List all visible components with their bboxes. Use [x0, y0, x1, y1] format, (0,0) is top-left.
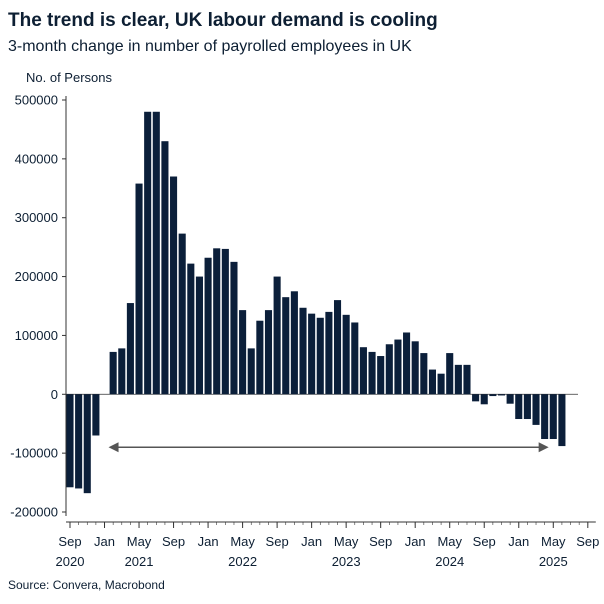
x-tick-label: Jan: [198, 534, 219, 549]
y-tick-label: -200000: [10, 505, 58, 520]
x-tick-label: May: [334, 534, 359, 549]
y-tick-label: 200000: [15, 269, 58, 284]
bar: [316, 317, 324, 395]
x-tick-label: Sep: [473, 534, 496, 549]
bar: [213, 248, 221, 395]
bar: [437, 373, 445, 395]
x-tick-label: Sep: [58, 534, 81, 549]
chart-title: The trend is clear, UK labour demand is …: [8, 10, 438, 31]
bar: [480, 394, 488, 405]
bars: [66, 111, 566, 494]
x-year-label: 2023: [332, 554, 361, 569]
bar: [299, 307, 307, 395]
bar: [256, 320, 264, 395]
bar: [428, 369, 436, 395]
bar: [463, 364, 471, 395]
bar: [126, 303, 134, 395]
bar: [144, 111, 152, 395]
bar: [446, 353, 454, 395]
bar: [264, 310, 273, 395]
x-tick-label: Jan: [508, 534, 529, 549]
x-year-label: 2024: [435, 554, 464, 569]
bar: [541, 394, 549, 440]
bar: [204, 257, 212, 395]
bar: [403, 332, 411, 395]
bar: [420, 353, 428, 395]
bar: [454, 364, 462, 395]
bar: [515, 394, 523, 420]
x-axis: Sep Jan May Sep Jan May Sep Jan May Sep Jan May Sep J…: [56, 521, 599, 569]
bar: [92, 394, 100, 436]
bar: [359, 347, 367, 395]
x-year-label: 2020: [56, 554, 85, 569]
x-tick-label: Sep: [266, 534, 289, 549]
y-tick-label: -100000: [10, 446, 58, 461]
bar: [187, 263, 195, 395]
bar: [195, 276, 203, 395]
bar: [351, 322, 359, 395]
y-tick-label: 400000: [15, 151, 58, 166]
x-tick-label: May: [127, 534, 152, 549]
x-tick-label: Jan: [301, 534, 322, 549]
bar: [282, 297, 290, 395]
bar: [135, 183, 143, 395]
bar: [385, 344, 393, 395]
x-tick-label: Sep: [576, 534, 599, 549]
x-tick-label: May: [437, 534, 462, 549]
x-tick-label: Jan: [94, 534, 115, 549]
x-year-label: 2022: [228, 554, 257, 569]
bar: [230, 261, 238, 395]
annotation-arrow: [108, 442, 549, 453]
x-tick-label: May: [230, 534, 255, 549]
bar: [489, 394, 497, 397]
bar: [411, 341, 419, 395]
bar: [290, 291, 298, 395]
bar: [506, 394, 514, 404]
y-tick-label: 500000: [15, 93, 58, 108]
bar: [523, 394, 531, 420]
bar: [161, 141, 169, 395]
bar: [342, 314, 350, 395]
bar: [273, 276, 281, 395]
bar: [247, 348, 255, 395]
bar: [377, 356, 385, 395]
bar: [549, 394, 557, 440]
bar: [75, 394, 83, 489]
bar: [333, 300, 342, 395]
bar: [109, 351, 117, 395]
bar: [239, 310, 247, 395]
bar: [66, 394, 74, 488]
bar: [221, 248, 229, 395]
chart-subtitle: 3-month change in number of payrolled em…: [8, 38, 412, 55]
bar: [394, 339, 402, 395]
bar: [558, 394, 566, 447]
y-axis-label: No. of Persons: [26, 70, 112, 85]
bar: [83, 394, 91, 494]
bar: [152, 111, 160, 395]
bar: [170, 176, 178, 395]
bar: [118, 348, 126, 395]
bar: [472, 394, 480, 402]
bar: [308, 313, 316, 395]
x-tick-label: Sep: [369, 534, 392, 549]
bar: [532, 394, 540, 425]
y-tick-label: 300000: [15, 210, 58, 225]
y-tick-label: 0: [51, 387, 58, 402]
y-tick-label: 100000: [15, 328, 58, 343]
arrow-head-left: [108, 442, 119, 453]
arrow-head-right: [538, 442, 549, 453]
bar: [178, 233, 186, 395]
x-year-label: 2021: [125, 554, 154, 569]
y-axis: 500000 400000 300000 200000 100000 0 -100000 -2…: [10, 93, 578, 520]
x-tick-label: Sep: [162, 534, 185, 549]
bar: [368, 351, 376, 395]
x-year-label: 2025: [539, 554, 568, 569]
x-tick-label: May: [541, 534, 566, 549]
source-note: Source: Convera, Macrobond: [8, 578, 165, 592]
bar: [325, 311, 333, 395]
bar: [497, 394, 506, 396]
x-tick-label: Jan: [405, 534, 426, 549]
